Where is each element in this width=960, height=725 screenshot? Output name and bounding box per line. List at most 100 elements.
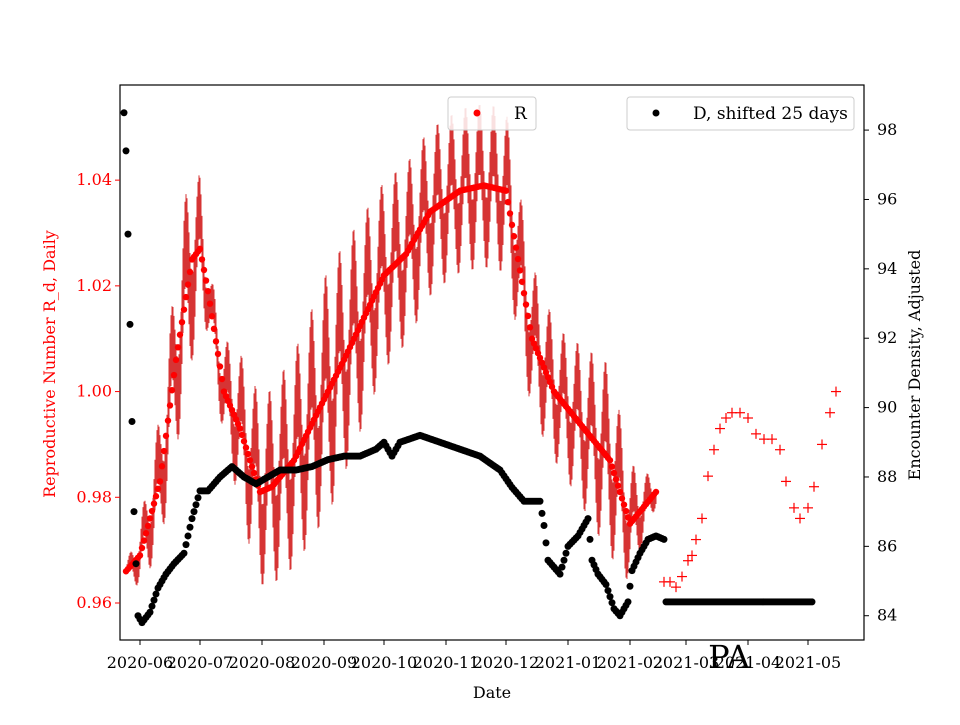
y-left-tick-label: 0.98 <box>76 487 112 506</box>
r-point <box>240 438 248 445</box>
legend-d-marker <box>652 109 660 117</box>
r-point <box>198 256 206 263</box>
r-point <box>532 345 540 352</box>
r-point <box>146 515 154 522</box>
d-point <box>586 535 594 543</box>
r-point <box>614 482 622 489</box>
d-point <box>146 608 154 616</box>
r-plus-point <box>817 439 827 450</box>
r-plus-point <box>671 582 681 593</box>
d-point <box>152 590 160 598</box>
r-point <box>518 278 526 285</box>
r-point <box>516 267 524 274</box>
d-point <box>608 599 616 607</box>
y-left-tick-label: 1.04 <box>76 170 112 189</box>
r-plus-point <box>803 502 813 513</box>
legend-r-marker <box>473 109 481 117</box>
x-tick-label: 2020-09 <box>291 653 357 672</box>
legend-r: R <box>447 96 537 131</box>
r-point <box>212 338 220 345</box>
r-point <box>184 281 192 288</box>
r-point <box>136 552 144 559</box>
r-point <box>206 300 214 307</box>
y-right-tick-label: 84 <box>877 606 897 625</box>
r-point <box>196 245 204 253</box>
y-right-tick-label: 94 <box>877 259 897 278</box>
r-plus-point <box>775 444 785 455</box>
d-point <box>606 593 614 601</box>
d-point <box>148 602 156 610</box>
d-point <box>192 501 200 509</box>
r-point <box>506 210 514 217</box>
r-plus-point <box>703 471 713 482</box>
r-point <box>178 318 186 326</box>
x-tick-label: 2021-03 <box>653 653 719 672</box>
r-plus-point <box>709 444 719 455</box>
d-point <box>660 535 668 543</box>
r-point <box>548 383 556 390</box>
r-point <box>510 233 518 240</box>
r-point <box>508 221 516 229</box>
d-point <box>626 582 634 590</box>
r-point <box>624 514 632 521</box>
x-tick-label: 2021-05 <box>775 653 841 672</box>
legend-r-label: R <box>514 104 528 124</box>
r-point <box>142 530 150 537</box>
d-point <box>186 523 194 531</box>
r-point <box>610 469 618 477</box>
r-point <box>620 501 628 508</box>
r-point <box>528 335 536 342</box>
r-point <box>138 544 146 552</box>
r-plus-series <box>659 386 841 593</box>
r-plus-point <box>677 571 687 582</box>
d-point <box>602 581 610 588</box>
legend-d-box <box>626 96 855 131</box>
r-point <box>618 495 626 502</box>
r-point <box>168 387 176 394</box>
d-point <box>128 417 136 425</box>
r-point <box>612 476 620 483</box>
r-point <box>244 450 252 458</box>
legend-d-label: D, shifted 25 days <box>693 104 848 124</box>
d-point <box>536 497 544 505</box>
r-point <box>242 444 250 451</box>
d-point <box>120 109 128 117</box>
r-point <box>150 500 158 507</box>
d-point <box>624 598 632 606</box>
r-point <box>520 289 528 297</box>
d-point <box>556 570 564 578</box>
r-plus-point <box>735 407 745 418</box>
r-point <box>208 313 216 320</box>
r-point <box>216 363 224 370</box>
y-axis-left: 0.96 0.98 1.00 1.02 1.04 <box>76 170 120 612</box>
r-plus-point <box>825 407 835 418</box>
x-tick-label: 2021-04 <box>715 653 781 672</box>
r-point <box>156 478 164 485</box>
r-point <box>180 306 188 313</box>
r-point <box>152 493 160 500</box>
r-point <box>176 331 184 338</box>
r-point <box>622 507 630 515</box>
d-point <box>184 532 192 540</box>
r-point <box>606 457 614 464</box>
r-point <box>140 537 148 544</box>
r-point <box>248 463 256 470</box>
r-point <box>540 364 548 371</box>
r-point <box>534 349 542 357</box>
r-point <box>160 447 168 455</box>
x-tick-label: 2020-12 <box>473 653 539 672</box>
legend-r-box <box>447 96 537 131</box>
r-plus-point <box>743 413 753 423</box>
d-point <box>188 515 196 523</box>
r-point <box>166 402 174 409</box>
r-point <box>236 425 244 432</box>
y-left-tick-label: 1.02 <box>76 276 112 295</box>
d-point <box>182 541 190 549</box>
r-point <box>200 266 208 274</box>
r-point <box>186 268 194 276</box>
d-point <box>194 494 202 502</box>
r-point <box>514 255 522 263</box>
y-left-tick-label: 1.00 <box>76 382 112 401</box>
r-plus-point <box>691 534 701 545</box>
chart-title: PA <box>708 638 751 676</box>
